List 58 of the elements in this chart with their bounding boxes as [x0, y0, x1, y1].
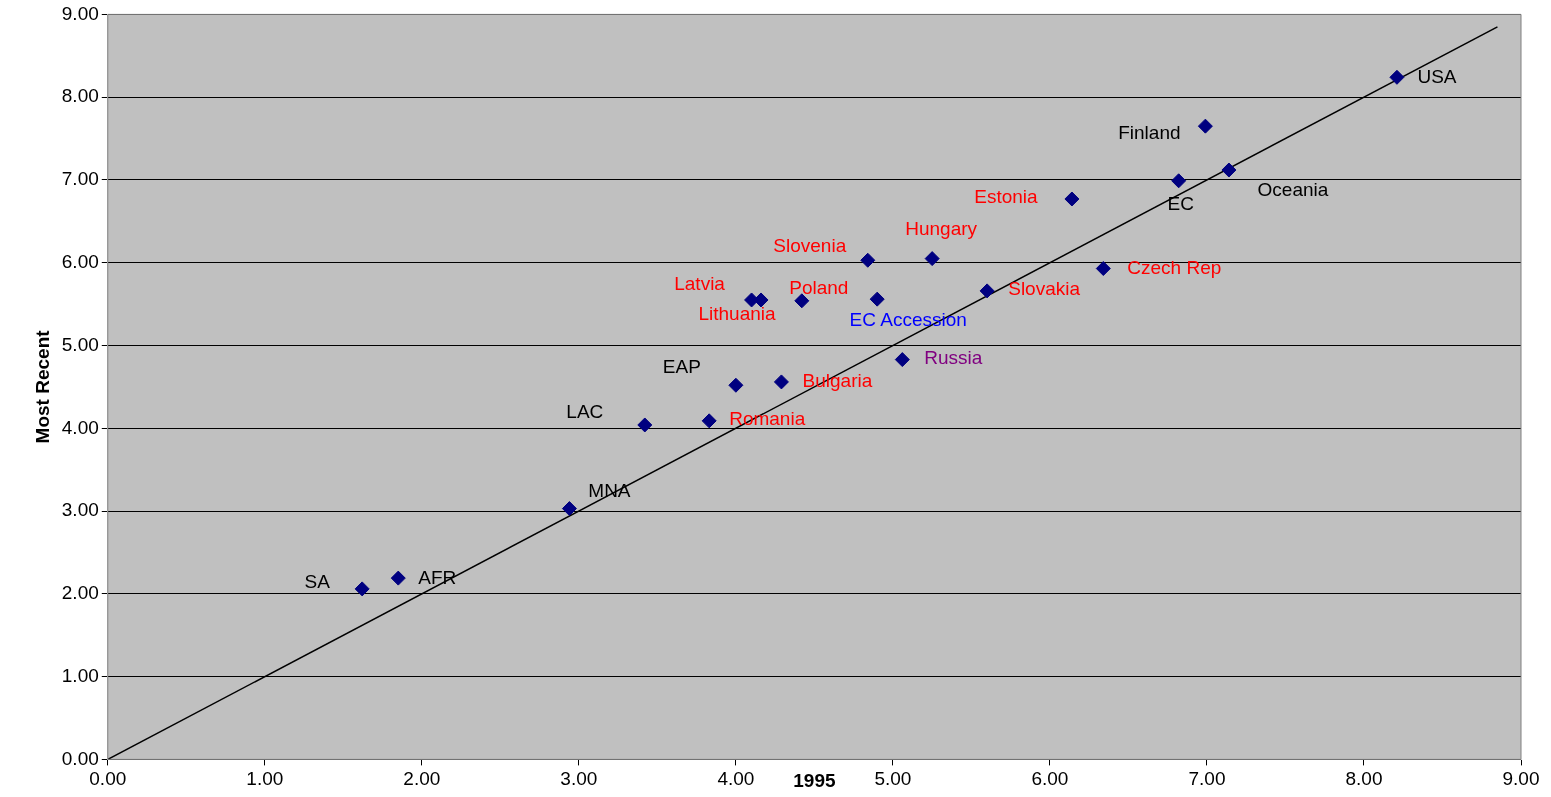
point — [701, 413, 717, 429]
point — [1171, 173, 1187, 189]
x-tick-label: 0.00 — [89, 768, 127, 790]
data-label: Slovakia — [1008, 278, 1081, 300]
point — [1197, 118, 1213, 134]
data-label: Finland — [1118, 122, 1181, 144]
data-label: SA — [304, 571, 331, 593]
y-tick-label: 2.00 — [61, 582, 99, 604]
data-label: EC — [1167, 193, 1194, 215]
x-tick-label: 5.00 — [874, 768, 912, 790]
point — [728, 377, 744, 393]
point — [354, 581, 370, 597]
data-label: Slovenia — [773, 235, 847, 257]
data-label: Estonia — [974, 186, 1039, 208]
x-axis-title: 1995 — [793, 769, 836, 791]
y-tick-label: 3.00 — [61, 499, 99, 521]
point — [390, 570, 406, 586]
point — [979, 283, 995, 299]
y-tick-label: 0.00 — [61, 747, 99, 769]
y-tick-label: 4.00 — [61, 416, 99, 438]
y-tick-label: 5.00 — [61, 333, 99, 355]
point — [894, 352, 910, 368]
data-label: LAC — [566, 401, 604, 423]
data-label: AFR — [418, 567, 457, 589]
point — [1389, 69, 1405, 85]
point — [1221, 162, 1237, 178]
data-label: EAP — [662, 356, 701, 378]
point — [869, 291, 885, 307]
data-label: Latvia — [674, 273, 726, 295]
y-axis-title: Most Recent — [31, 329, 53, 444]
x-tick-label: 4.00 — [717, 768, 755, 790]
x-tick-label: 1.00 — [246, 768, 284, 790]
x-tick-label: 9.00 — [1502, 768, 1540, 790]
x-tick-label: 8.00 — [1345, 768, 1383, 790]
point — [1095, 261, 1111, 277]
data-label: Hungary — [905, 217, 978, 239]
point — [794, 293, 810, 309]
x-tick-label: 7.00 — [1188, 768, 1226, 790]
data-label: Czech Rep — [1127, 256, 1222, 278]
point — [860, 252, 876, 268]
data-label: Oceania — [1257, 179, 1329, 201]
x-tick-label: 6.00 — [1031, 768, 1069, 790]
y-tick-label: 1.00 — [61, 664, 99, 686]
point — [1064, 191, 1080, 207]
x-tick-label: 3.00 — [560, 768, 598, 790]
y-tick-label: 6.00 — [61, 250, 99, 272]
data-label: Russia — [924, 346, 983, 368]
data-label: USA — [1417, 65, 1457, 87]
point — [924, 251, 940, 267]
y-tick-label: 9.00 — [61, 2, 99, 24]
data-label: Lithuania — [698, 303, 776, 325]
y-tick-label: 8.00 — [61, 85, 99, 107]
point — [561, 501, 577, 517]
x-tick-label: 2.00 — [403, 768, 441, 790]
point — [773, 374, 789, 390]
y-tick-label: 7.00 — [61, 168, 99, 190]
data-label: Poland — [789, 277, 849, 299]
point — [637, 417, 653, 433]
